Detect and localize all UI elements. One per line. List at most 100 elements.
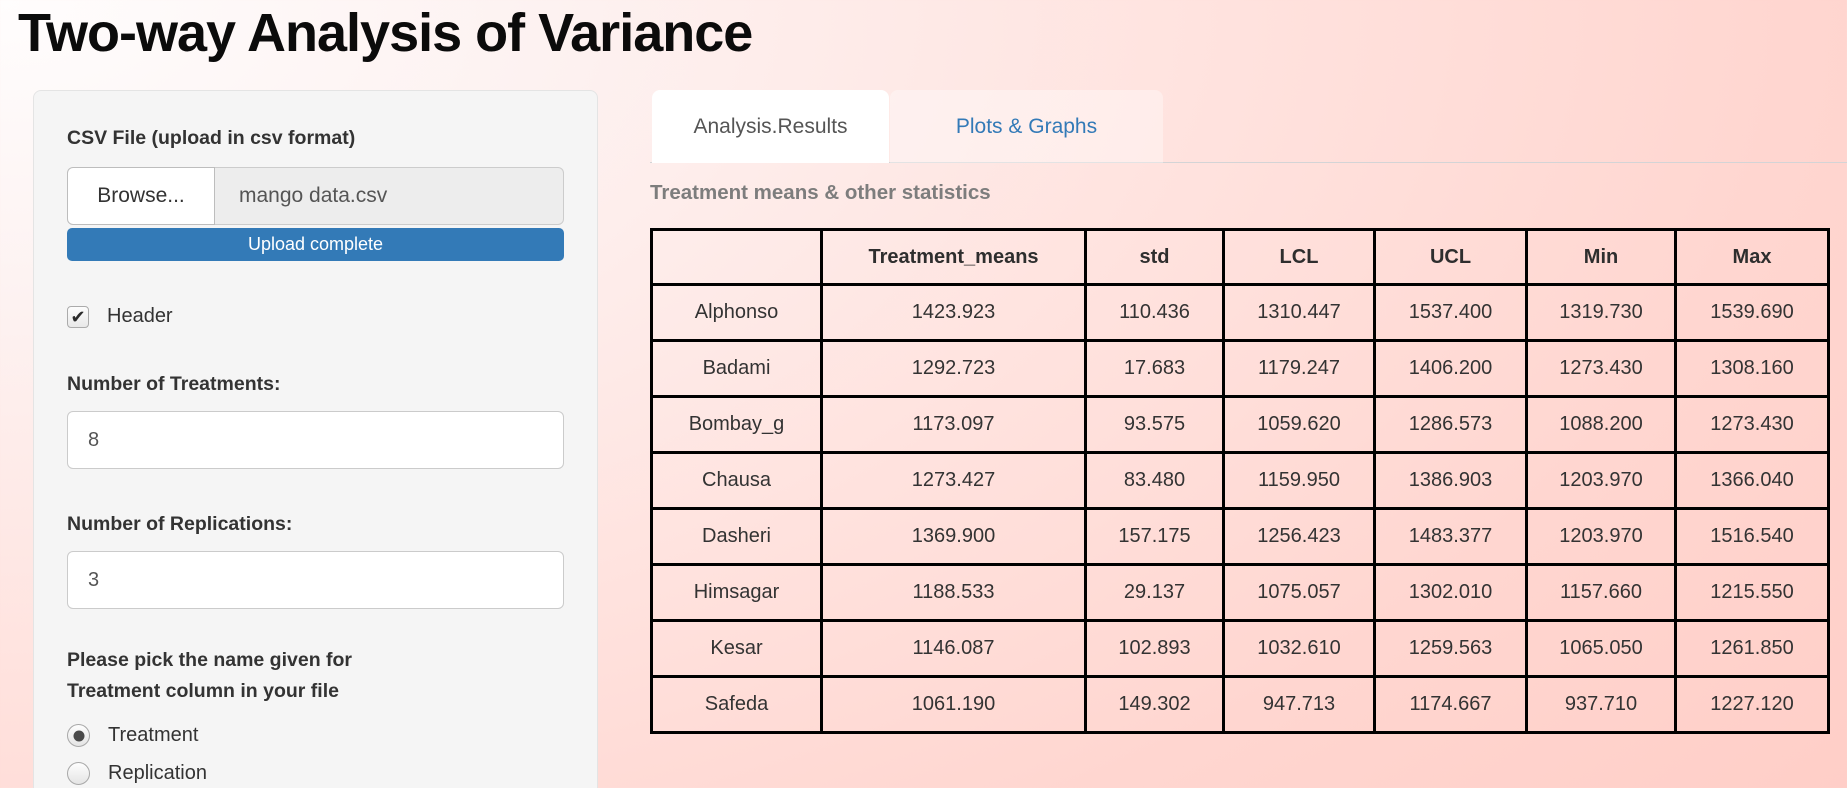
table-cell: 1483.377 [1373, 507, 1528, 566]
pick-label-line2: Treatment column in your file [67, 680, 339, 702]
header-checkbox-row: ✔ Header [67, 305, 564, 328]
file-input-group: Browse... mango data.csv [67, 167, 564, 225]
csv-file-label: CSV File (upload in csv format) [67, 127, 356, 149]
table-cell: 102.893 [1084, 619, 1225, 678]
table-cell: 1259.563 [1373, 619, 1528, 678]
table-cell: 1273.427 [820, 451, 1087, 510]
treatments-input[interactable] [67, 411, 564, 469]
table-row: Chausa 1273.427 83.480 1159.950 1386.903 1203… [650, 451, 1830, 510]
table-row-label: Chausa [650, 451, 823, 510]
table-row-label: Bombay_g [650, 395, 823, 454]
table-header-cell: Treatment_means [820, 228, 1087, 286]
table-cell: 1302.010 [1373, 563, 1528, 622]
radio-dot-icon [73, 730, 84, 741]
table-cell: 1423.923 [820, 283, 1087, 342]
table-cell: 1256.423 [1222, 507, 1376, 566]
table-cell: 1319.730 [1525, 283, 1677, 342]
table-cell: 1273.430 [1525, 339, 1677, 398]
tab-plots-graphs[interactable]: Plots & Graphs [890, 90, 1163, 163]
table-row: Dasheri 1369.900 157.175 1256.423 1483.377 12… [650, 507, 1830, 566]
table-row-label: Himsagar [650, 563, 823, 622]
table-cell: 157.175 [1084, 507, 1225, 566]
page-title: Two-way Analysis of Variance [18, 3, 753, 63]
table-row-label: Alphonso [650, 283, 823, 342]
table-header-cell [650, 228, 823, 286]
treatment-column-pick-label: Please pick the name given for Treatment… [67, 645, 564, 707]
table-row: Himsagar 1188.533 29.137 1075.057 1302.010 11… [650, 563, 1830, 622]
section-title: Treatment means & other statistics [650, 181, 991, 204]
table-cell: 1227.120 [1674, 675, 1830, 734]
checkmark-icon: ✔ [70, 306, 86, 327]
table-cell: 1146.087 [820, 619, 1087, 678]
replication-radio-label: Replication [108, 762, 207, 784]
treatment-radio[interactable] [67, 724, 90, 747]
tab-analysis-results[interactable]: Analysis.Results [652, 90, 889, 163]
radio-row-treatment: Treatment [67, 724, 564, 747]
table-cell: 29.137 [1084, 563, 1225, 622]
table-cell: 1032.610 [1222, 619, 1376, 678]
table-cell: 1061.190 [820, 675, 1087, 734]
table-cell: 1215.550 [1674, 563, 1830, 622]
table-row-label: Kesar [650, 619, 823, 678]
table-cell: 1286.573 [1373, 395, 1528, 454]
table-row: Safeda 1061.190 149.302 947.713 1174.667 937.… [650, 675, 1830, 734]
table-cell: 1539.690 [1674, 283, 1830, 342]
table-cell: 1059.620 [1222, 395, 1376, 454]
upload-status-text: Upload complete [247, 234, 384, 254]
stats-table-body: Alphonso 1423.923 110.436 1310.447 1537.400 1… [650, 283, 1830, 734]
table-row-label: Safeda [650, 675, 823, 734]
table-header-cell: UCL [1373, 228, 1528, 286]
table-row-label: Badami [650, 339, 823, 398]
replications-input[interactable] [67, 551, 564, 609]
upload-progress-bar: Upload complete [67, 228, 564, 261]
table-header-row: Treatment_means std LCL UCL Min Max [650, 228, 1830, 286]
table-cell: 1308.160 [1674, 339, 1830, 398]
table-cell: 1075.057 [1222, 563, 1376, 622]
treatments-label: Number of Treatments: [67, 373, 281, 395]
table-cell: 1157.660 [1525, 563, 1677, 622]
table-cell: 1406.200 [1373, 339, 1528, 398]
table-header-cell: Min [1525, 228, 1677, 286]
table-cell: 110.436 [1084, 283, 1225, 342]
replication-radio[interactable] [67, 762, 90, 785]
table-cell: 1159.950 [1222, 451, 1376, 510]
treatment-stats-table: Treatment_means std LCL UCL Min Max Alphonso 1… [650, 228, 1830, 734]
table-cell: 937.710 [1525, 675, 1677, 734]
table-cell: 1273.430 [1674, 395, 1830, 454]
table-row-label: Dasheri [650, 507, 823, 566]
table-cell: 83.480 [1084, 451, 1225, 510]
treatment-radio-label: Treatment [108, 724, 199, 746]
tab-bar: Analysis.Results Plots & Graphs [650, 90, 1847, 163]
table-cell: 1174.667 [1373, 675, 1528, 734]
table-row: Bombay_g 1173.097 93.575 1059.620 1286.573 10… [650, 395, 1830, 454]
table-row: Kesar 1146.087 102.893 1032.610 1259.563 1065… [650, 619, 1830, 678]
table-cell: 17.683 [1084, 339, 1225, 398]
table-cell: 1179.247 [1222, 339, 1376, 398]
table-cell: 1203.970 [1525, 451, 1677, 510]
table-cell: 1537.400 [1373, 283, 1528, 342]
header-checkbox-label: Header [107, 305, 173, 327]
file-name-field[interactable]: mango data.csv [215, 167, 564, 225]
replications-label: Number of Replications: [67, 513, 293, 535]
table-cell: 947.713 [1222, 675, 1376, 734]
table-header-cell: std [1084, 228, 1225, 286]
browse-button[interactable]: Browse... [67, 167, 215, 225]
table-row: Alphonso 1423.923 110.436 1310.447 1537.400 1… [650, 283, 1830, 342]
table-header-cell: Max [1674, 228, 1830, 286]
table-cell: 1065.050 [1525, 619, 1677, 678]
table-cell: 93.575 [1084, 395, 1225, 454]
table-cell: 1366.040 [1674, 451, 1830, 510]
header-checkbox[interactable]: ✔ [67, 305, 89, 328]
radio-row-replication: Replication [67, 762, 564, 785]
table-cell: 1369.900 [820, 507, 1087, 566]
table-cell: 149.302 [1084, 675, 1225, 734]
table-cell: 1088.200 [1525, 395, 1677, 454]
table-cell: 1261.850 [1674, 619, 1830, 678]
table-cell: 1292.723 [820, 339, 1087, 398]
table-row: Badami 1292.723 17.683 1179.247 1406.200 1273… [650, 339, 1830, 398]
table-cell: 1310.447 [1222, 283, 1376, 342]
table-cell: 1203.970 [1525, 507, 1677, 566]
table-cell: 1386.903 [1373, 451, 1528, 510]
main-panel: Analysis.Results Plots & Graphs Treatmen… [650, 90, 1847, 734]
table-header-cell: LCL [1222, 228, 1376, 286]
